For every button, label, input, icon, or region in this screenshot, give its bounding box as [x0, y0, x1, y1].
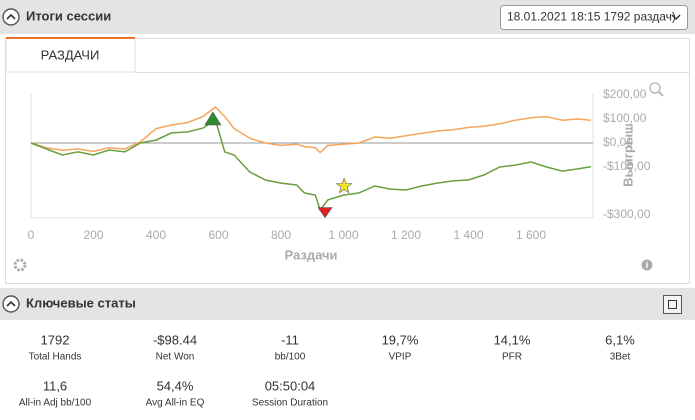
y-axis-label: Выигрыш [620, 123, 635, 187]
settings-icon[interactable] [13, 258, 27, 272]
x-tick-label: 1 400 [453, 228, 483, 242]
x-tick-label: 600 [208, 228, 228, 242]
stats-bar [0, 288, 695, 320]
stat-label: Net Won [156, 352, 195, 363]
y-tick-label: -$100,00 [603, 159, 651, 173]
marker [204, 111, 222, 126]
marker [335, 177, 353, 194]
stat-value: 11,6 [43, 378, 67, 393]
collapse-icon[interactable] [2, 8, 20, 26]
chart-panel [5, 38, 690, 284]
y-tick-label: $100,00 [603, 111, 647, 125]
x-tick-label: 1 600 [516, 228, 546, 242]
x-tick-label: 1 200 [391, 228, 421, 242]
info-icon[interactable] [641, 259, 653, 271]
chevron [6, 300, 16, 307]
tab[interactable] [5, 37, 136, 73]
session-select-text: 18.01.2021 18:15 1792 раздач) [507, 10, 676, 24]
stat-label: All-in Adj bb/100 [19, 398, 92, 409]
x-tick-label: 400 [146, 228, 166, 242]
series-line [30, 118, 592, 212]
stats-title: Ключевые статы [26, 295, 136, 310]
x-axis-label: Раздачи [284, 247, 337, 262]
stat-label: 3Bet [610, 352, 631, 363]
y-tick-label: $0,00 [603, 135, 633, 149]
zoom-handle [658, 91, 664, 97]
chevron [6, 13, 16, 20]
x-tick-label: 0 [28, 228, 35, 242]
stat-label: PFR [502, 352, 522, 363]
x-tick-label: 800 [271, 228, 291, 242]
y-tick-label: $200,00 [603, 87, 647, 101]
stat-label: Avg All-in EQ [146, 398, 205, 409]
stat-value: -$98.44 [153, 332, 197, 347]
layout-button[interactable] [663, 295, 682, 314]
tab-label: РАЗДАЧИ [41, 47, 100, 62]
section-title: Итоги сессии [26, 8, 111, 23]
stat-value: 6,1% [605, 332, 635, 347]
select-chevron [671, 14, 681, 21]
y-tick-label: -$300,00 [603, 207, 651, 221]
tab-indicator [6, 37, 135, 39]
collapse-icon[interactable] [2, 295, 20, 313]
stat-label: Total Hands [29, 352, 82, 363]
layout-glyph [668, 300, 677, 309]
info-glyph: i [646, 260, 649, 270]
stat-label: bb/100 [275, 352, 306, 363]
series-line [30, 106, 592, 154]
stat-value: 54,4% [157, 378, 194, 393]
stat-value: 05:50:04 [265, 378, 316, 393]
x-tick-label: 200 [83, 228, 103, 242]
stat-value: 19,7% [382, 332, 419, 347]
zoom-icon[interactable] [649, 82, 661, 94]
stat-label: VPIP [389, 352, 412, 363]
session-select[interactable] [500, 5, 688, 30]
x-tick-label: 1 000 [328, 228, 358, 242]
stat-value: 14,1% [494, 332, 531, 347]
stat-value: -11 [281, 332, 299, 347]
stat-label: Session Duration [252, 398, 328, 409]
stat-value: 1792 [41, 332, 70, 347]
marker [317, 207, 333, 219]
